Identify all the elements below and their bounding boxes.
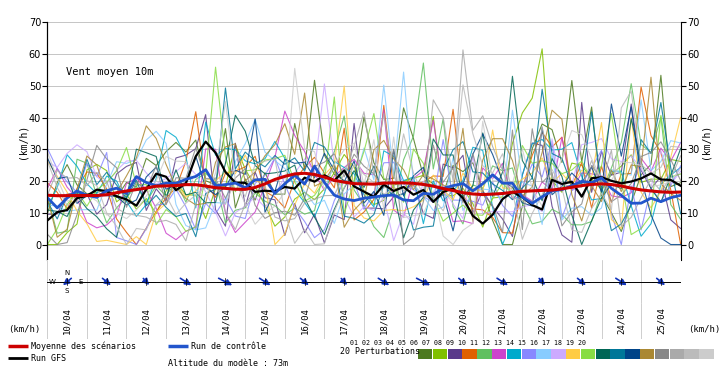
Bar xyxy=(699,349,713,359)
Text: 13/04: 13/04 xyxy=(181,307,190,334)
Text: 20/04: 20/04 xyxy=(459,307,467,334)
Bar xyxy=(566,349,580,359)
Text: 23/04: 23/04 xyxy=(577,307,586,334)
Text: 22/04: 22/04 xyxy=(538,307,547,334)
Y-axis label: (km/h): (km/h) xyxy=(700,124,711,159)
Bar xyxy=(610,349,625,359)
Bar xyxy=(462,349,477,359)
Text: 20 Perturbations: 20 Perturbations xyxy=(340,347,420,356)
Bar xyxy=(521,349,536,359)
Bar xyxy=(596,349,610,359)
Text: Run de contrôle: Run de contrôle xyxy=(191,341,266,351)
Text: 24/04: 24/04 xyxy=(617,307,626,334)
Bar xyxy=(418,349,432,359)
Bar xyxy=(551,349,566,359)
Y-axis label: (km/h): (km/h) xyxy=(17,124,28,159)
Text: (km/h): (km/h) xyxy=(8,325,40,334)
Bar xyxy=(684,349,699,359)
Text: N: N xyxy=(65,270,70,276)
Bar xyxy=(654,349,669,359)
Bar xyxy=(670,349,684,359)
Text: (km/h): (km/h) xyxy=(688,325,720,334)
Bar xyxy=(477,349,491,359)
Text: E: E xyxy=(78,279,82,285)
Text: Run GFS: Run GFS xyxy=(31,354,66,363)
Text: S: S xyxy=(65,288,69,294)
Text: Moyenne des scénarios: Moyenne des scénarios xyxy=(31,341,136,351)
Bar xyxy=(640,349,654,359)
Text: 12/04: 12/04 xyxy=(142,307,151,334)
Text: 21/04: 21/04 xyxy=(498,307,507,334)
Bar xyxy=(625,349,639,359)
Bar xyxy=(492,349,506,359)
Text: 19/04: 19/04 xyxy=(419,307,428,334)
Text: 15/04: 15/04 xyxy=(261,307,269,334)
Text: 11/04: 11/04 xyxy=(102,307,111,334)
Text: 16/04: 16/04 xyxy=(300,307,309,334)
Bar xyxy=(433,349,447,359)
Text: Vent moyen 10m: Vent moyen 10m xyxy=(66,67,154,77)
Text: Altitude du modèle : 73m: Altitude du modèle : 73m xyxy=(168,359,288,368)
Text: 25/04: 25/04 xyxy=(657,307,665,334)
Bar xyxy=(581,349,595,359)
Bar xyxy=(448,349,462,359)
Text: 14/04: 14/04 xyxy=(221,307,230,334)
Bar xyxy=(537,349,550,359)
Text: 18/04: 18/04 xyxy=(379,307,388,334)
Text: 17/04: 17/04 xyxy=(340,307,349,334)
Text: 01 02 03 04 05 06 07 08 09 10 11 12 13 14 15 16 17 18 19 20: 01 02 03 04 05 06 07 08 09 10 11 12 13 1… xyxy=(350,340,586,346)
Text: 10/04: 10/04 xyxy=(63,307,71,334)
Bar xyxy=(507,349,521,359)
Text: W: W xyxy=(50,279,56,285)
